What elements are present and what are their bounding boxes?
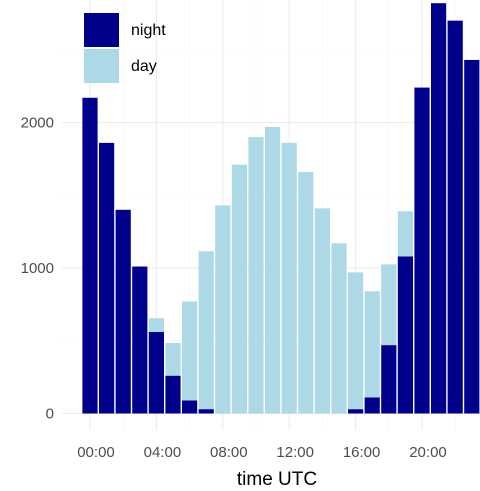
bar-night bbox=[132, 266, 148, 414]
bar-day bbox=[231, 164, 247, 414]
y-tick-label: 0 bbox=[46, 406, 54, 423]
bar-day bbox=[248, 137, 264, 414]
x-tick-label: 04:00 bbox=[144, 444, 182, 461]
bar-night bbox=[431, 3, 447, 414]
x-tick-label: 16:00 bbox=[343, 444, 381, 461]
y-tick-label: 2000 bbox=[21, 115, 54, 132]
x-tick-label: 08:00 bbox=[210, 444, 248, 461]
y-tick-label: 1000 bbox=[21, 260, 54, 277]
bar-day bbox=[148, 318, 164, 333]
bar-night bbox=[414, 87, 430, 414]
bar-day bbox=[397, 211, 413, 257]
bar-night bbox=[464, 59, 480, 414]
x-axis: 00:00 04:00 08:00 12:00 16:00 20:00 bbox=[77, 444, 447, 461]
bar-day bbox=[215, 205, 231, 414]
x-axis-title: time UTC bbox=[237, 469, 317, 490]
bar-day bbox=[298, 171, 314, 414]
y-axis: 0 1000 2000 bbox=[21, 115, 54, 423]
bar-day bbox=[198, 251, 214, 410]
bars bbox=[82, 3, 480, 414]
bar-night bbox=[364, 397, 380, 414]
bar-night bbox=[82, 97, 98, 414]
x-tick-label: 20:00 bbox=[409, 444, 447, 461]
bar-night bbox=[99, 142, 115, 414]
legend: night day bbox=[84, 13, 166, 83]
bar-night bbox=[397, 256, 413, 414]
bar-night bbox=[381, 345, 397, 414]
legend-label-day: day bbox=[131, 58, 157, 75]
bar-night bbox=[115, 209, 131, 414]
bar-day bbox=[381, 264, 397, 346]
bar-night bbox=[447, 20, 463, 414]
legend-key-day bbox=[84, 49, 119, 83]
bar-day bbox=[314, 208, 330, 414]
bar-day bbox=[182, 301, 198, 401]
legend-key-night bbox=[84, 13, 119, 47]
bar-night bbox=[348, 409, 364, 414]
bar-night bbox=[198, 409, 214, 414]
bar-night bbox=[182, 400, 198, 414]
bar-day bbox=[165, 342, 181, 376]
x-tick-label: 12:00 bbox=[276, 444, 314, 461]
bar-night bbox=[165, 375, 181, 414]
bar-night bbox=[148, 332, 164, 414]
bar-day bbox=[281, 142, 297, 414]
bar-day bbox=[331, 243, 347, 414]
x-tick-label: 00:00 bbox=[77, 444, 115, 461]
legend-label-night: night bbox=[131, 22, 166, 39]
bar-day bbox=[265, 126, 281, 414]
bar-day bbox=[348, 272, 364, 410]
bar-day bbox=[364, 291, 380, 398]
